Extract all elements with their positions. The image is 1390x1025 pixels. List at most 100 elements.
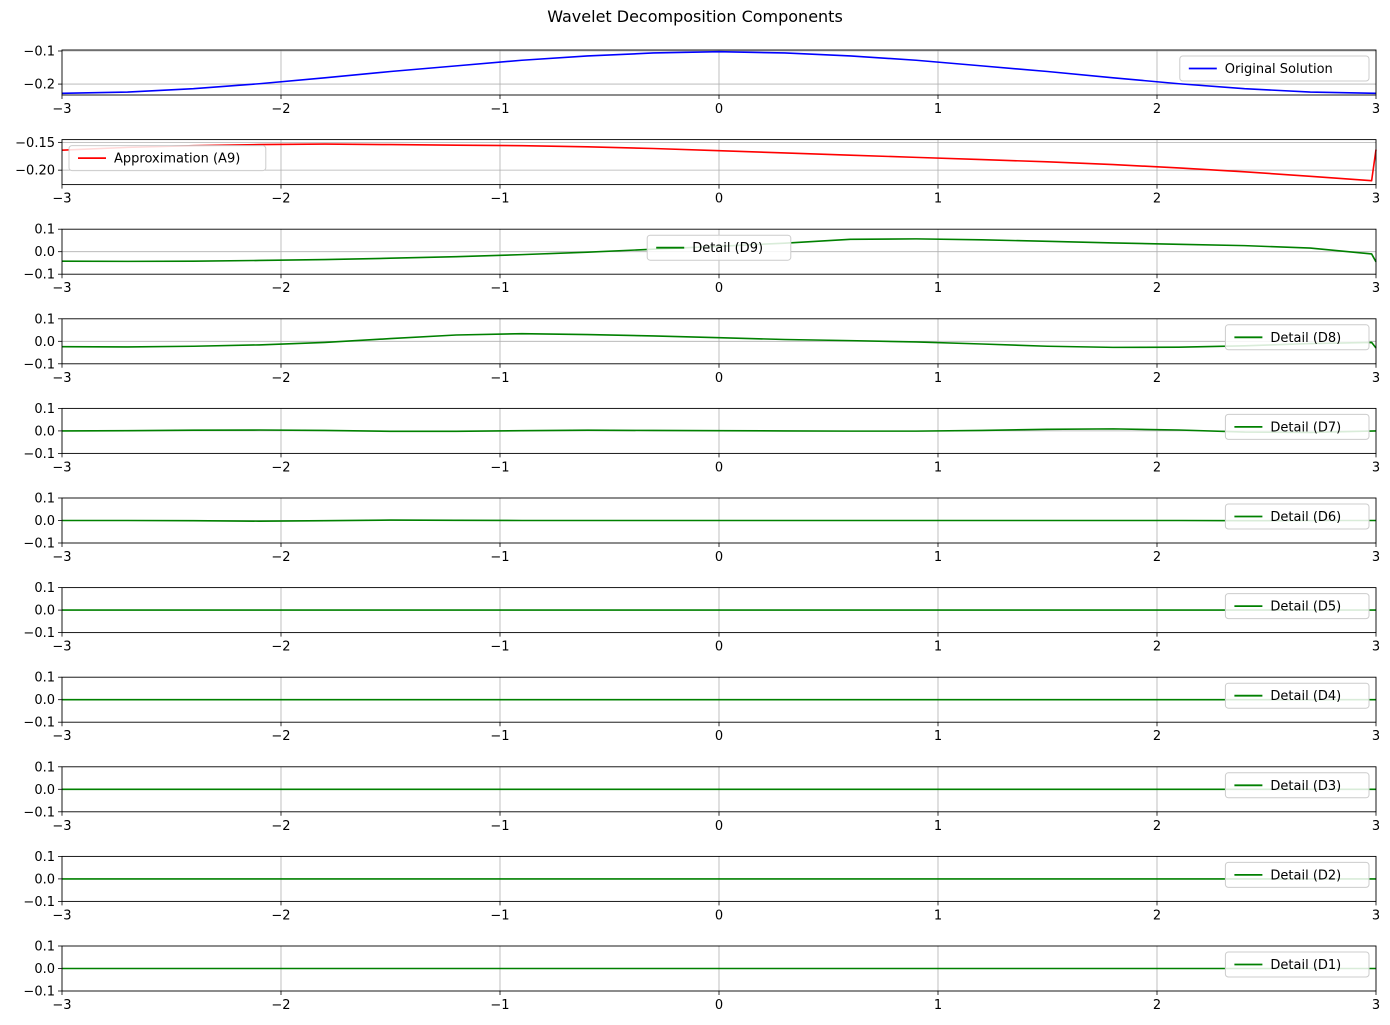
x-tick-label: −2	[271, 729, 290, 744]
y-tick-label: −0.1	[23, 716, 55, 731]
legend-box	[1224, 861, 1370, 888]
x-tick-label: 3	[1372, 550, 1380, 565]
x-tick-label: −3	[52, 102, 71, 117]
legend-label: Detail (D8)	[1270, 331, 1341, 346]
y-tick-label: −0.1	[23, 895, 55, 910]
x-tick-label: 0	[715, 371, 723, 386]
legend: Detail (D8)	[1224, 324, 1370, 351]
y-tick-label: 0.0	[34, 424, 55, 439]
series-line-6-1	[62, 519, 1376, 522]
x-tick-label: 3	[1372, 729, 1380, 744]
legend-label: Detail (D5)	[1270, 600, 1341, 615]
y-tick-label: 0.1	[34, 671, 55, 686]
x-tick-label: 0	[715, 998, 723, 1013]
x-tick-label: 3	[1372, 102, 1380, 117]
x-tick-label: 1	[934, 908, 942, 923]
y-tick-label: 0.1	[34, 223, 55, 238]
x-tick-label: 1	[934, 102, 942, 117]
y-tick-label: −0.1	[23, 537, 55, 552]
y-tick-label: 0.0	[34, 245, 55, 260]
y-tick-label: 0.0	[34, 962, 55, 977]
y-tick-label: −0.1	[23, 805, 55, 820]
legend: Detail (D3)	[1224, 772, 1370, 799]
x-tick-label: 0	[715, 640, 723, 655]
x-tick-label: 3	[1372, 281, 1380, 296]
x-tick-label: −1	[490, 192, 509, 207]
x-tick-label: 0	[715, 281, 723, 296]
figure-title: Wavelet Decomposition Components	[547, 7, 843, 26]
legend-box	[1224, 324, 1370, 351]
x-tick-label: 0	[715, 819, 723, 834]
series-line-2-1	[61, 143, 1377, 182]
x-tick-label: 3	[1372, 192, 1380, 207]
subplot-1: −3 −2 −1 0 1 2 3 −0.1 −0.2 Original Solution	[23, 44, 1380, 117]
x-tick-label: 2	[1153, 908, 1161, 923]
x-tick-label: −2	[271, 640, 290, 655]
subplot-7: −3 −2 −1 0 1 2 3 0.1 0.0 −0.1 Detail (D5)	[23, 581, 1380, 655]
x-tick-label: −1	[490, 640, 509, 655]
x-tick-label: 1	[934, 640, 942, 655]
x-tick-label: 2	[1153, 460, 1161, 475]
y-tick-label: 0.0	[34, 872, 55, 887]
legend: Detail (D5)	[1224, 593, 1370, 620]
x-tick-label: 1	[934, 729, 942, 744]
series-line-5-1	[61, 428, 1377, 434]
legend-box	[1224, 772, 1370, 799]
x-tick-label: 3	[1372, 819, 1380, 834]
x-tick-label: −1	[490, 281, 509, 296]
legend: Detail (D1)	[1224, 951, 1370, 978]
x-tick-label: 3	[1372, 460, 1380, 475]
legend-label: Detail (D1)	[1270, 958, 1341, 973]
legend-label: Detail (D9)	[692, 241, 763, 256]
x-tick-label: 0	[715, 192, 723, 207]
x-tick-label: 0	[715, 908, 723, 923]
subplot-5: −3 −2 −1 0 1 2 3 0.1 0.0 −0.1 Detail (D7)	[23, 402, 1380, 476]
x-tick-label: −1	[490, 550, 509, 565]
legend: Detail (D6)	[1224, 503, 1370, 530]
legend-box	[646, 234, 792, 261]
x-tick-label: 2	[1153, 729, 1161, 744]
x-tick-label: −2	[271, 102, 290, 117]
y-tick-label: 0.0	[34, 693, 55, 708]
series-line-4-1	[61, 332, 1377, 349]
x-tick-label: 1	[934, 550, 942, 565]
x-tick-label: 3	[1372, 640, 1380, 655]
x-tick-label: 2	[1153, 281, 1161, 296]
x-tick-label: −3	[52, 192, 71, 207]
y-tick-label: 0.1	[34, 312, 55, 327]
x-tick-label: −2	[271, 371, 290, 386]
legend-box	[1224, 682, 1370, 709]
legend-box	[1179, 55, 1370, 82]
x-tick-label: −3	[52, 729, 71, 744]
legend-label: Detail (D6)	[1270, 510, 1341, 525]
subplot-9: −3 −2 −1 0 1 2 3 0.1 0.0 −0.1 Detail (D3)	[23, 760, 1380, 834]
legend: Detail (D7)	[1224, 413, 1370, 440]
y-tick-label: 0.1	[34, 581, 55, 596]
x-tick-label: 2	[1153, 550, 1161, 565]
series-line-1-1	[61, 50, 1377, 95]
x-tick-label: 0	[715, 729, 723, 744]
x-tick-label: −1	[490, 998, 509, 1013]
legend-label: Original Solution	[1225, 62, 1333, 77]
y-tick-label: 0.0	[34, 604, 55, 619]
subplot-11: −3 −2 −1 0 1 2 3 0.1 0.0 −0.1 Detail (D1)	[23, 940, 1380, 1014]
y-tick-label: −0.15	[15, 136, 55, 151]
legend-label: Detail (D4)	[1270, 689, 1341, 704]
x-tick-label: −3	[52, 371, 71, 386]
subplot-8: −3 −2 −1 0 1 2 3 0.1 0.0 −0.1 Detail (D4)	[23, 671, 1380, 745]
x-tick-label: −1	[490, 729, 509, 744]
x-tick-label: 1	[934, 192, 942, 207]
legend: Detail (D4)	[1224, 682, 1370, 709]
x-tick-label: 2	[1153, 371, 1161, 386]
x-tick-label: −2	[271, 908, 290, 923]
x-tick-label: −3	[52, 640, 71, 655]
y-tick-label: 0.0	[34, 514, 55, 529]
subplot-6: −3 −2 −1 0 1 2 3 0.1 0.0 −0.1 Detail (D6)	[23, 492, 1380, 566]
x-tick-label: −2	[271, 819, 290, 834]
x-tick-label: 2	[1153, 998, 1161, 1013]
x-tick-label: 1	[934, 819, 942, 834]
legend: Original Solution	[1179, 55, 1370, 82]
subplot-10: −3 −2 −1 0 1 2 3 0.1 0.0 −0.1 Detail (D2)	[23, 850, 1380, 924]
x-tick-label: 1	[934, 460, 942, 475]
